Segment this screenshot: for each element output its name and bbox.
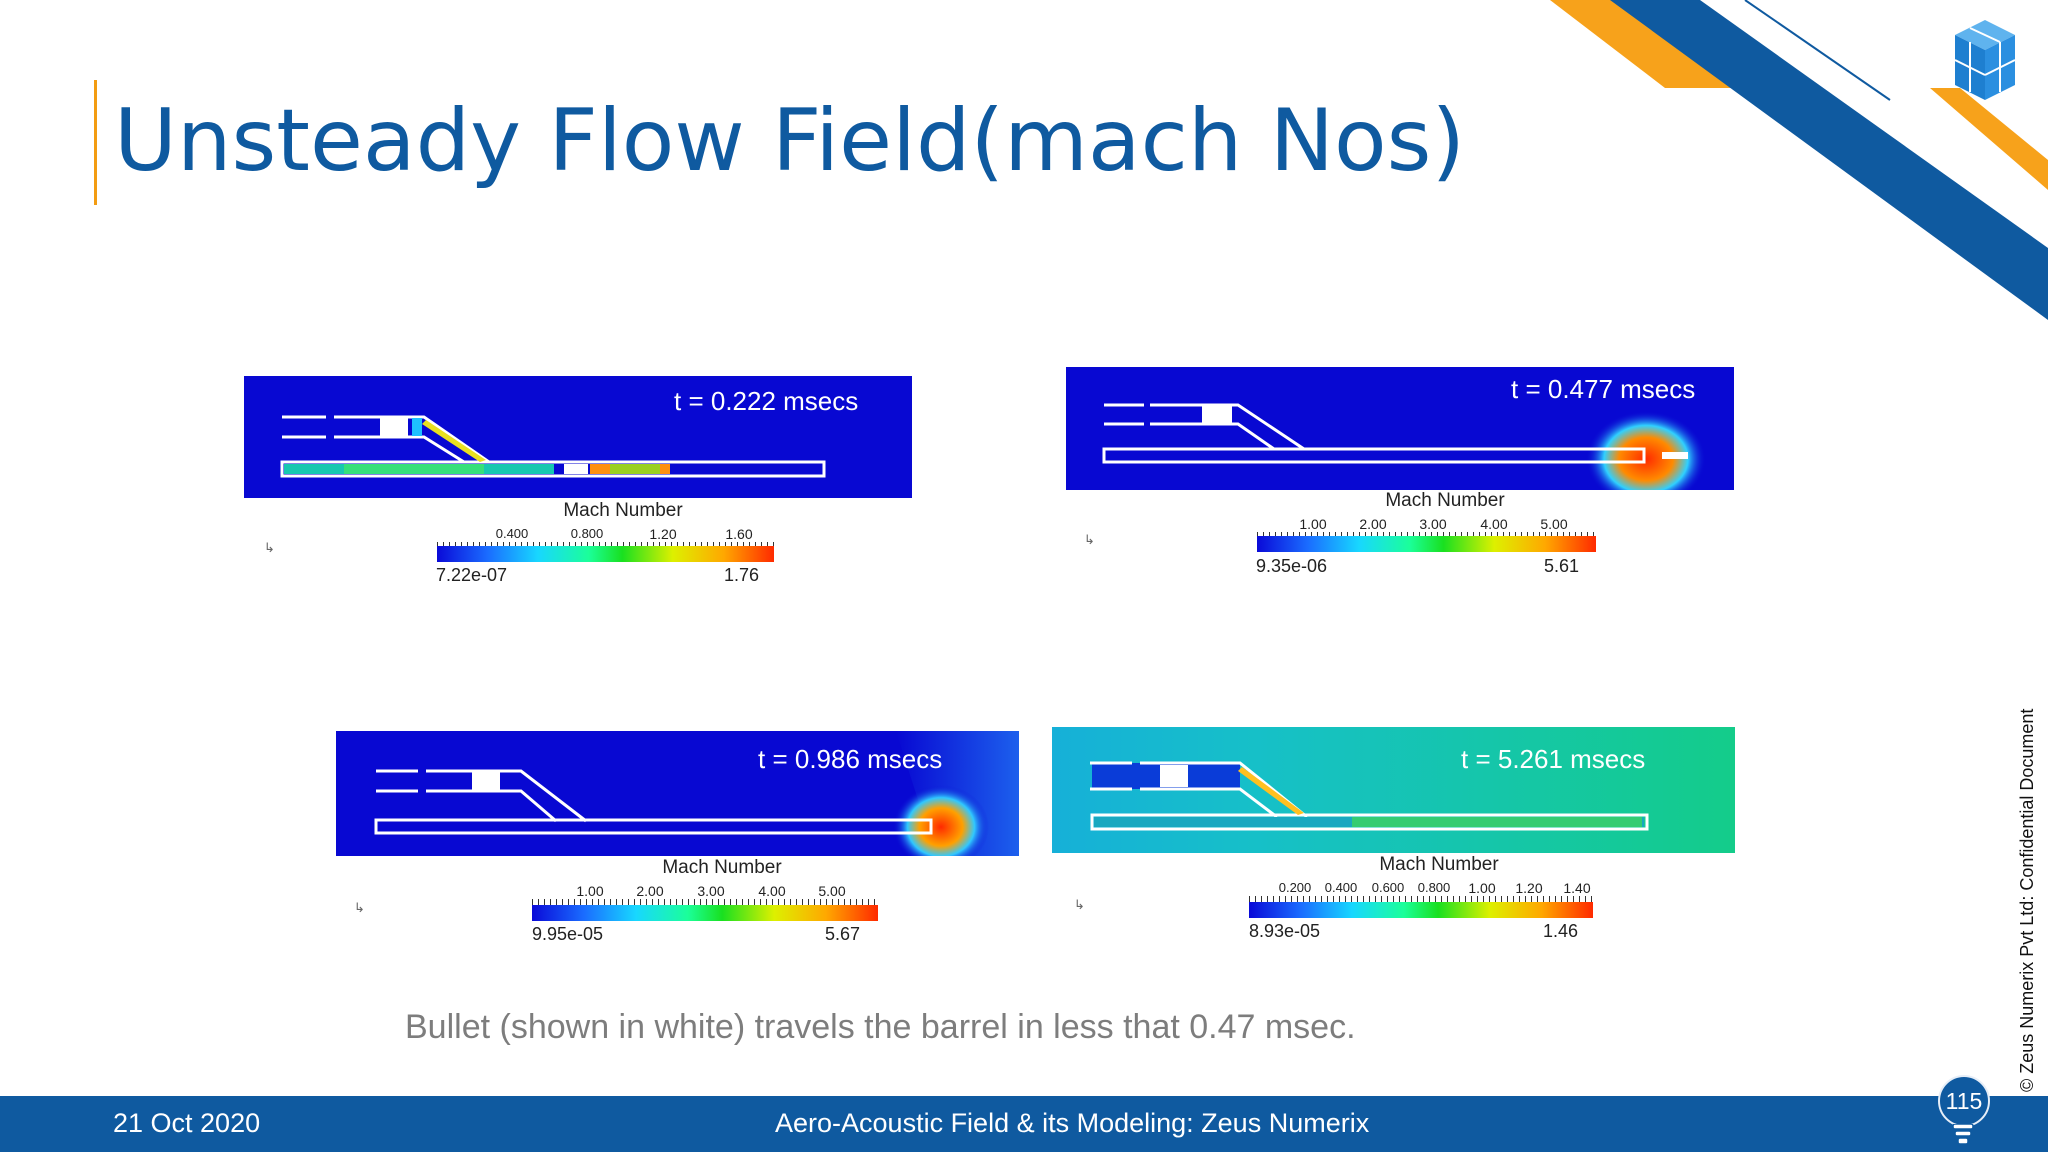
colorbar-tick: 3.00 [697,883,725,899]
colorbar-tick: 1.00 [1468,880,1496,896]
axis-triad-icon: ↳ [1074,897,1085,912]
colorbar-tick: 1.20 [649,526,677,542]
colorbar-max-3: 5.67 [825,924,861,944]
colorbar-tick: 3.00 [1419,516,1447,532]
logo-cube-icon [1954,20,2016,100]
colorbar-ticks-3: 1.00 2.00 3.00 4.00 5.00 [532,883,878,907]
title-accent-bar [94,80,97,205]
page-number-badge: 115 [1938,1075,1990,1127]
copyright-note: © Zeus Numerix Pvt Ltd: Confidential Doc… [2017,708,2037,1092]
colorbar-tick: 1.00 [1299,516,1327,532]
time-label-3: t = 0.986 msecs [758,744,943,774]
colorbar-title-3: Mach Number [662,857,782,878]
time-label-2: t = 0.477 msecs [1511,374,1696,404]
colorbar-tick: 1.60 [725,526,753,542]
footer-bar: 21 Oct 2020 Aero-Acoustic Field & its Mo… [0,1096,2048,1152]
colorbar-min-3: 9.95e-05 [532,924,604,944]
slide-title: Unsteady Flow Field(mach Nos) [114,91,1466,191]
colorbar-tick: 0.800 [1417,880,1451,895]
colorbar-title-4: Mach Number [1379,854,1499,875]
colorbar-gradient-1 [437,546,774,562]
colorbar-tick: 2.00 [1359,516,1387,532]
colorbar-ticks-1: 0.400 0.800 1.20 1.60 [437,526,774,550]
colorbar-tick: 5.00 [1540,516,1568,532]
colorbar-title-2: Mach Number [1385,490,1505,511]
colorbar-max-4: 1.46 [1543,921,1579,941]
colorbar-tick: 0.200 [1278,880,1312,895]
colorbar-tick: 1.20 [1515,880,1543,896]
time-label-4: t = 5.261 msecs [1461,744,1646,774]
colorbar-tick: 5.00 [818,883,846,899]
slide-caption: Bullet (shown in white) travels the barr… [405,1008,1356,1046]
colorbar-ticks-2: 1.00 2.00 3.00 4.00 5.00 [1257,516,1596,540]
colorbar-tick: 1.00 [576,883,604,899]
colorbar-gradient-2 [1257,536,1596,552]
colorbar-gradient-4 [1249,902,1593,918]
colorbar-ticks-4: 0.200 0.400 0.600 0.800 1.00 1.20 1.40 [1249,880,1593,904]
colorbar-min-2: 9.35e-06 [1256,556,1328,576]
colorbar-max-1: 1.76 [724,565,760,585]
colorbar-tick: 0.400 [1324,880,1358,895]
mach-contour-image-4 [1052,727,1735,853]
colorbar-tick: 0.800 [570,526,604,541]
colorbar-max-2: 5.61 [1544,556,1580,576]
colorbar-tick: 4.00 [758,883,786,899]
colorbar-tick: 0.400 [495,526,529,541]
colorbar-tick: 4.00 [1480,516,1508,532]
mach-contour-image-2 [1066,367,1734,490]
colorbar-tick: 0.600 [1371,880,1405,895]
axis-triad-icon: ↳ [264,540,275,555]
mach-contour-image-3 [336,731,1019,856]
axis-triad-icon: ↳ [1084,532,1095,547]
axis-triad-icon: ↳ [354,900,365,915]
colorbar-gradient-3 [532,905,878,921]
colorbar-tick: 1.40 [1563,880,1591,896]
colorbar-tick: 2.00 [636,883,664,899]
footer-date: 21 Oct 2020 [113,1108,261,1138]
mach-contour-image-1 [244,376,912,498]
time-label-1: t = 0.222 msecs [674,386,859,416]
lightbulb-base-icon [1952,1124,1974,1145]
colorbar-min-4: 8.93e-05 [1249,921,1321,941]
colorbar-title-1: Mach Number [563,500,683,521]
footer-title: Aero-Acoustic Field & its Modeling: Zeus… [775,1108,1370,1138]
colorbar-min-1: 7.22e-07 [436,565,508,585]
